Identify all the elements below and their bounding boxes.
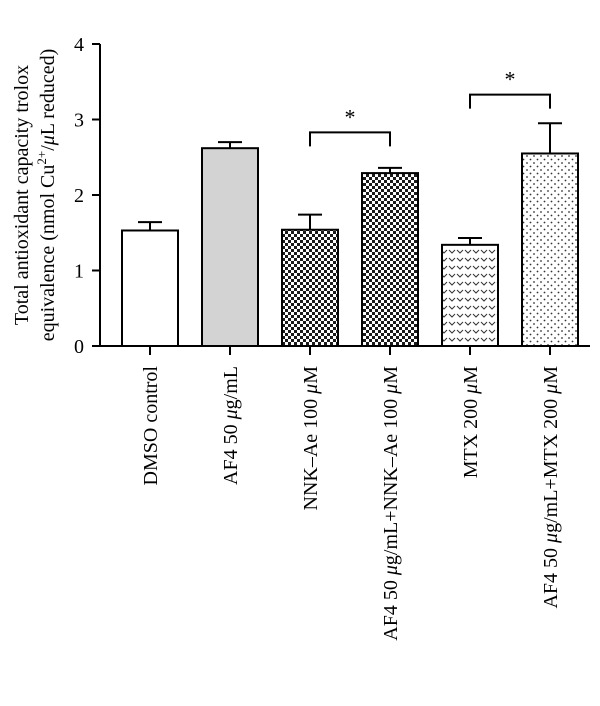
error-bars [138,122,562,245]
category-label: AF4 50 μg/mL+MTX 200 μM [540,366,562,609]
category-label: AF4 50 μg/mL+NNK–Ae 100 μM [380,366,402,641]
bar [121,229,179,347]
y-axis-title-line2-pre: equivalence (nmol Cu [37,165,59,342]
y-axis-title-line2-mid: / [37,145,59,151]
bar [281,228,339,347]
significance-bracket [469,93,551,109]
bar [521,152,579,347]
bars [121,147,579,347]
bar [441,243,499,347]
y-tick-label: 0 [74,336,84,358]
category-label: AF4 50 μg/mL [220,366,242,485]
significance-star: * [505,67,516,92]
y-axis-title-line2-mu: μ [37,135,59,146]
y-tick-label: 2 [74,185,84,207]
significance-brackets: ** [309,67,551,147]
y-axis-title-line1: Total antioxidant capacity trolox [11,65,33,325]
y-axis-title-line2: equivalence (nmol Cu2+/μL reduced) [34,49,59,342]
y-axis-title-line1-text: Total antioxidant capacity trolox [11,65,33,325]
bar [361,172,419,347]
bar [201,147,259,347]
y-tick-label: 1 [74,261,84,283]
axes: 0 1 2 3 4 [74,34,590,358]
category-labels: DMSO control AF4 50 μg/mL NNK–Ae 100 μM AF4… [140,366,562,641]
category-label: NNK–Ae 100 μM [300,366,322,511]
y-tick-label: 4 [74,34,84,56]
y-tick-label: 3 [74,110,84,132]
y-axis-title-line2-post: L reduced) [37,49,59,135]
category-label: MTX 200 μM [460,366,482,479]
significance-star: * [345,104,356,129]
y-axis-title-line2-sup: 2+ [34,151,49,165]
category-label: DMSO control [140,366,162,486]
significance-bracket [309,131,391,147]
